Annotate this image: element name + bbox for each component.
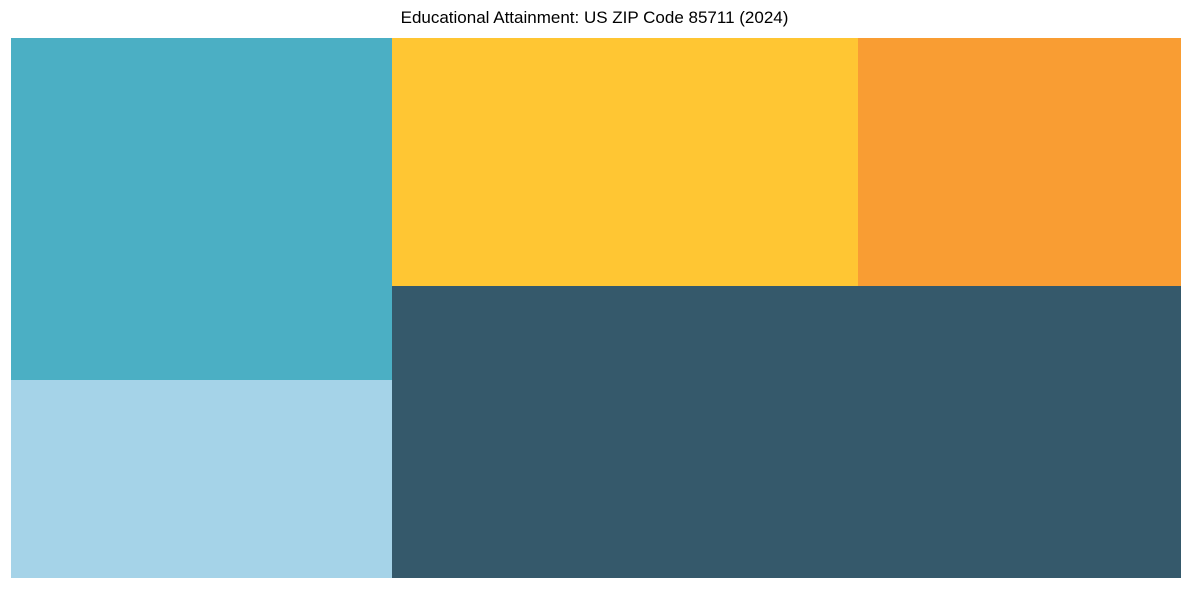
chart-title: Educational Attainment: US ZIP Code 8571… — [400, 8, 789, 27]
treemap-dark-slate-tile — [392, 286, 1181, 578]
treemap-teal-tile — [11, 38, 392, 380]
treemap-orange-tile — [858, 38, 1181, 286]
treemap-yellow-tile — [392, 38, 858, 286]
treemap-light-blue-tile — [11, 380, 392, 578]
